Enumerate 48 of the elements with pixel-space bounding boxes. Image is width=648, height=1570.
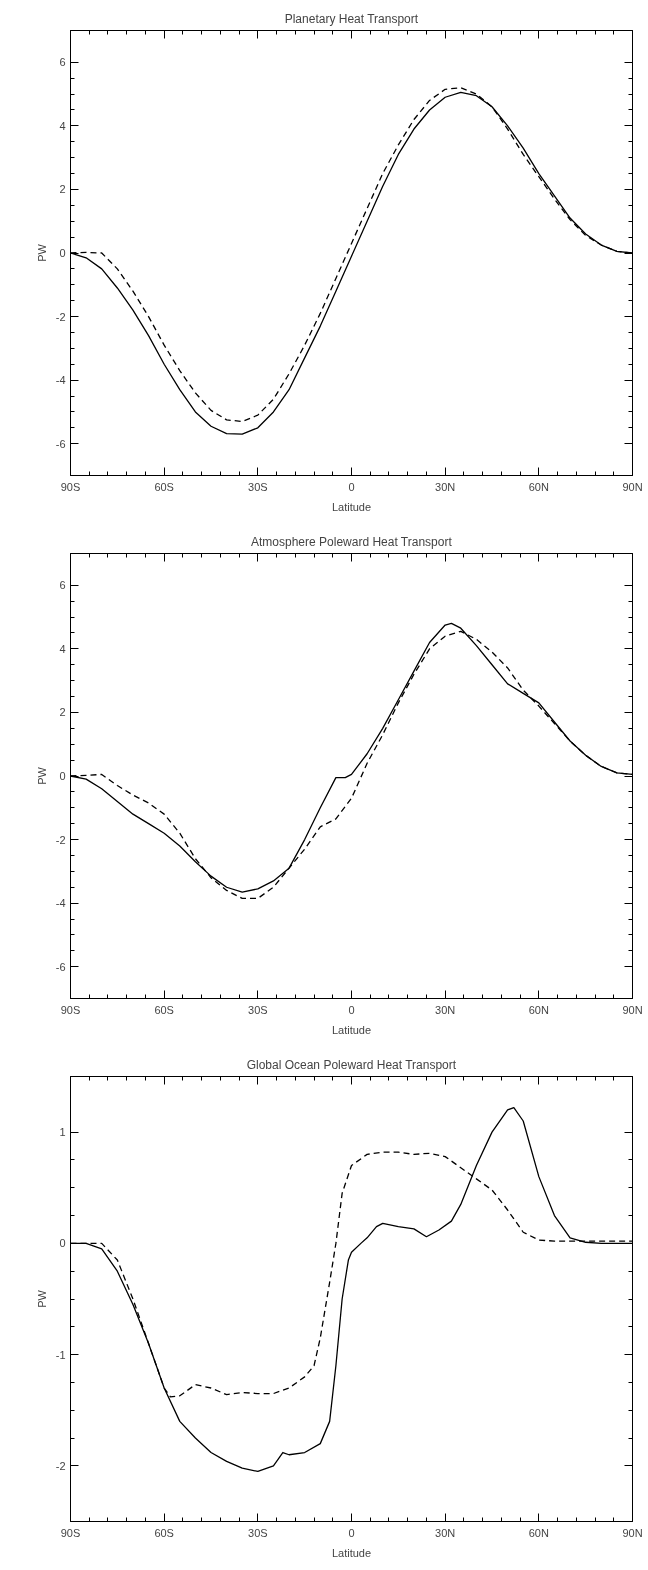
y-tick-label: 0: [59, 1237, 66, 1250]
y-axis-title: PW: [35, 243, 48, 262]
x-tick-label: 0: [348, 1003, 355, 1016]
x-tick-label: 30N: [435, 1003, 456, 1016]
y-tick-label: 0: [59, 247, 66, 259]
chart-title: Global Ocean Poleward Heat Transport: [246, 1057, 457, 1072]
x-tick-label: 90S: [60, 480, 81, 493]
x-tick-label: 0: [348, 1526, 355, 1539]
x-tick-label: 90N: [622, 1526, 643, 1539]
y-tick-label: -6: [55, 960, 66, 973]
chart-title: Atmosphere Poleward Heat Transport: [251, 534, 453, 549]
x-tick-label: 90N: [622, 1003, 643, 1016]
x-tick-label: 30N: [435, 480, 456, 493]
x-tick-label: 60N: [528, 480, 549, 493]
y-tick-label: 0: [59, 770, 66, 782]
x-tick-label: 60N: [528, 1003, 549, 1016]
y-tick-label: -4: [55, 897, 66, 910]
x-tick-label: 90S: [60, 1003, 81, 1016]
y-tick-label: 2: [59, 183, 66, 196]
x-tick-label: 90N: [622, 480, 643, 493]
x-tick-label: 60S: [154, 480, 174, 493]
y-tick-label: -2: [55, 833, 66, 846]
x-tick-label: 30S: [248, 1526, 268, 1539]
y-tick-label: 6: [59, 579, 66, 592]
y-tick-label: 1: [59, 1126, 66, 1139]
y-axis-title: PW: [35, 1289, 48, 1308]
y-tick-label: -2: [55, 1459, 66, 1472]
y-tick-label: -4: [55, 374, 66, 387]
x-tick-label: 90S: [60, 1526, 81, 1539]
x-tick-label: 60S: [154, 1526, 174, 1539]
y-tick-label: -1: [55, 1348, 66, 1361]
x-axis-title: Latitude: [331, 500, 372, 513]
x-tick-label: 60S: [154, 1003, 174, 1016]
x-tick-label: 0: [348, 480, 355, 493]
y-tick-label: -2: [55, 310, 66, 323]
x-tick-label: 30N: [435, 1526, 456, 1539]
y-axis-title: PW: [35, 766, 48, 785]
x-tick-label: 30S: [248, 1003, 268, 1016]
x-tick-label: 30S: [248, 480, 268, 493]
x-axis-title: Latitude: [331, 1546, 372, 1559]
y-tick-label: 2: [59, 706, 66, 719]
y-tick-label: 4: [59, 119, 66, 132]
x-axis-title: Latitude: [331, 1023, 372, 1036]
chart-title: Planetary Heat Transport: [284, 11, 419, 26]
y-tick-label: 6: [59, 56, 66, 69]
y-tick-label: -6: [55, 437, 66, 450]
x-tick-label: 60N: [528, 1526, 549, 1539]
y-tick-label: 4: [59, 642, 66, 655]
